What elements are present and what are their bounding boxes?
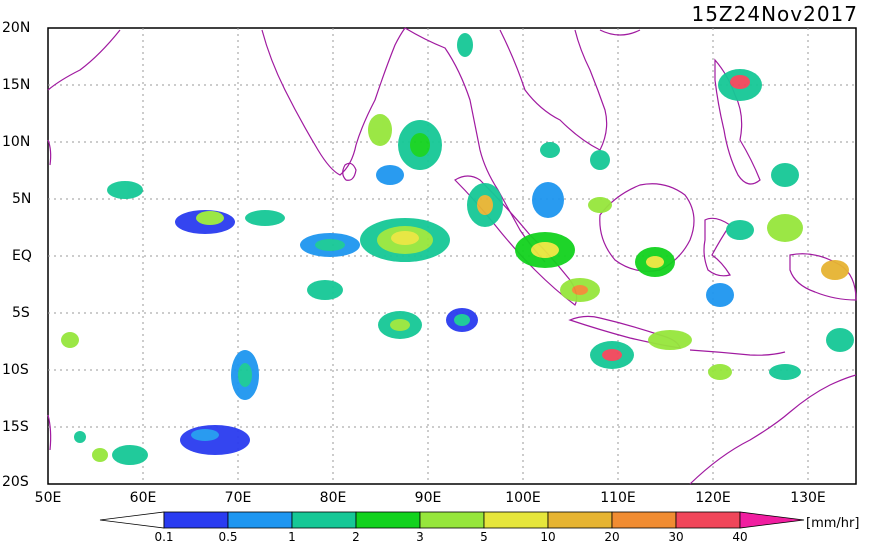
lat-label-10n: 10N: [2, 134, 31, 150]
lon-label-90e: 90E: [414, 490, 442, 506]
arabia-coast: [47, 29, 121, 91]
somalia-coast: [47, 139, 52, 166]
colorbar: [99, 511, 805, 529]
colorbar-label-10: 10: [540, 530, 556, 544]
map-title: 15Z24Nov2017: [691, 2, 858, 26]
lat-label-5n: 5N: [12, 191, 32, 207]
lon-label-120e: 120E: [695, 490, 731, 506]
lat-label-10s: 10S: [2, 362, 29, 378]
lon-label-60e: 60E: [129, 490, 157, 506]
lon-label-80e: 80E: [319, 490, 347, 506]
australia-coast: [689, 374, 857, 485]
china-coast: [599, 29, 641, 36]
lon-label-50e: 50E: [34, 490, 62, 506]
myanmar-malay-coast: [404, 27, 546, 263]
coastlines: [47, 27, 857, 485]
lesser-sunda: [689, 349, 786, 356]
colorbar-label-40: 40: [732, 530, 748, 544]
lon-label-70e: 70E: [224, 490, 252, 506]
colorbar-label-3: 3: [416, 530, 424, 544]
lon-label-130e: 130E: [790, 490, 826, 506]
lat-label-20s: 20S: [2, 474, 29, 490]
colorbar-label-1: 1: [288, 530, 296, 544]
precipitation-cells: [61, 33, 854, 465]
colorbar-label-0-1: 0.1: [154, 530, 174, 544]
new-guinea: [789, 253, 857, 301]
madagascar-coast: [47, 414, 52, 451]
borneo: [599, 183, 695, 272]
colorbar-label-30: 30: [668, 530, 684, 544]
lat-label-5s: 5S: [12, 305, 30, 321]
lat-label-20n: 20N: [2, 20, 31, 36]
colorbar-label-20: 20: [604, 530, 620, 544]
colorbar-unit: [mm/hr]: [806, 516, 860, 531]
lat-label-15s: 15S: [2, 419, 29, 435]
indochina-coast: [499, 29, 608, 151]
colorbar-label-2: 2: [352, 530, 360, 544]
colorbar-label-5: 5: [480, 530, 488, 544]
lat-label-15n: 15N: [2, 77, 31, 93]
lon-label-100e: 100E: [505, 490, 541, 506]
sulawesi: [703, 217, 731, 277]
lon-label-110e: 110E: [600, 490, 636, 506]
colorbar-label-0-5: 0.5: [218, 530, 238, 544]
sri-lanka: [342, 162, 357, 181]
india-coast: [261, 27, 406, 176]
lat-label-eq: EQ: [12, 248, 32, 264]
